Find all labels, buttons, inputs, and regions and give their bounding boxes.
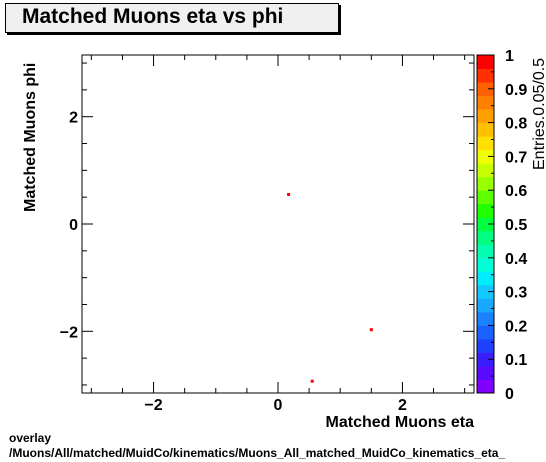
palette-band bbox=[477, 95, 494, 110]
data-points bbox=[287, 192, 373, 383]
y-tick-label: 2 bbox=[69, 110, 78, 127]
z-axis-ticks: 0 0.1 0.2 0.3 0.4 0.5 0.6 0.7 0.8 0.9 1 bbox=[488, 48, 527, 403]
palette-band bbox=[477, 365, 494, 380]
palette-band bbox=[477, 338, 494, 353]
palette-band bbox=[477, 257, 494, 272]
y-tick-label: 0 bbox=[69, 217, 78, 234]
x-axis-ticks: −2 0 2 bbox=[90, 55, 466, 414]
z-tick-label: 1 bbox=[505, 48, 514, 65]
chart-title-box: Matched Muons eta vs phi bbox=[5, 3, 339, 33]
palette-band bbox=[477, 325, 494, 340]
palette-band bbox=[477, 230, 494, 245]
color-palette bbox=[476, 54, 495, 394]
palette-band bbox=[477, 163, 494, 178]
palette-band bbox=[477, 352, 494, 367]
palette-band bbox=[477, 109, 494, 124]
palette-band bbox=[477, 271, 494, 286]
palette-band bbox=[477, 149, 494, 164]
z-axis-label: Entries.0.05/0.5 bbox=[531, 58, 546, 170]
heatmap-cell bbox=[310, 379, 314, 383]
palette-band bbox=[477, 217, 494, 232]
y-axis-label: Matched Muons phi bbox=[22, 63, 39, 212]
palette-band bbox=[477, 298, 494, 313]
x-tick-label: 0 bbox=[274, 397, 283, 414]
x-tick-label: −2 bbox=[144, 397, 162, 414]
chart-title: Matched Muons eta vs phi bbox=[22, 5, 284, 28]
palette-band bbox=[477, 379, 494, 394]
y-axis-ticks: −2 0 2 bbox=[60, 62, 474, 386]
palette-band bbox=[477, 122, 494, 137]
z-tick-label: 0.3 bbox=[505, 285, 527, 302]
palette-band bbox=[477, 82, 494, 97]
footer-line-1: overlay bbox=[9, 431, 52, 445]
palette-band bbox=[477, 244, 494, 259]
palette-band bbox=[477, 136, 494, 151]
y-tick-label: −2 bbox=[60, 324, 78, 341]
footer-line-2: /Muons/All/matched/MuidCo/kinematics/Muo… bbox=[9, 446, 506, 460]
z-tick-label: 0.1 bbox=[505, 352, 527, 369]
palette-band bbox=[477, 203, 494, 218]
z-tick-label: 0.4 bbox=[505, 251, 527, 268]
plot-frame bbox=[81, 54, 475, 394]
palette-band bbox=[477, 284, 494, 299]
palette-band bbox=[477, 190, 494, 205]
palette-band bbox=[477, 311, 494, 326]
z-tick-label: 0.8 bbox=[505, 116, 527, 133]
z-tick-label: 0.5 bbox=[505, 217, 527, 234]
palette-band bbox=[477, 55, 494, 70]
palette-band bbox=[477, 68, 494, 83]
heatmap-cell bbox=[369, 328, 373, 332]
z-tick-label: 0.7 bbox=[505, 149, 527, 166]
z-tick-label: 0.2 bbox=[505, 318, 527, 335]
z-tick-label: 0 bbox=[505, 386, 514, 403]
z-tick-label: 0.6 bbox=[505, 183, 527, 200]
x-axis-label: Matched Muons eta bbox=[326, 414, 475, 431]
z-tick-label: 0.9 bbox=[505, 82, 527, 99]
palette-band bbox=[477, 176, 494, 191]
x-tick-label: 2 bbox=[398, 397, 407, 414]
heatmap-cell bbox=[287, 192, 291, 196]
